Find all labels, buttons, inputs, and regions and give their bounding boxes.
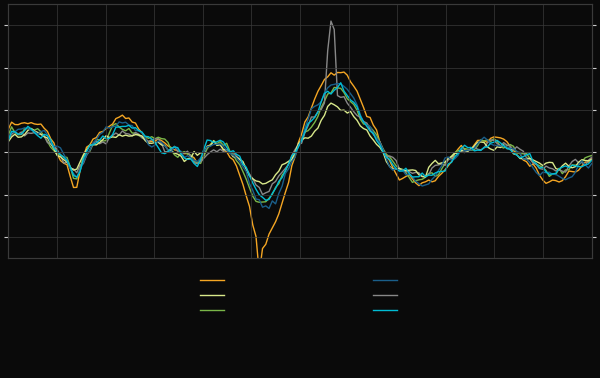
Vietnam: [125, 123, 133, 128]
Indonésie: [256, 271, 263, 276]
Singapour: [259, 182, 266, 186]
Philippines: [328, 19, 335, 23]
Singapour: [125, 134, 133, 138]
Line: Malaysia: Malaysia: [8, 87, 592, 202]
Vietnam: [529, 159, 536, 164]
Philippines: [529, 161, 536, 165]
Line: Singapour: Singapour: [8, 103, 592, 184]
Vietnam: [575, 164, 582, 169]
Line: Thaïlande: Thaïlande: [8, 84, 592, 208]
Line: Philippines: Philippines: [8, 21, 592, 195]
Malaysia: [226, 149, 233, 153]
Indonésie: [575, 168, 582, 172]
Malaysia: [14, 133, 22, 137]
Philippines: [14, 132, 22, 136]
Vietnam: [5, 138, 12, 143]
Malaysia: [256, 200, 263, 204]
Philippines: [226, 151, 233, 155]
Thaïlande: [334, 81, 341, 86]
Thaïlande: [125, 123, 133, 127]
Indonésie: [226, 155, 233, 160]
Indonésie: [73, 185, 80, 190]
Singapour: [73, 167, 80, 171]
Philippines: [588, 155, 595, 160]
Vietnam: [588, 158, 595, 163]
Philippines: [125, 132, 133, 136]
Indonésie: [5, 127, 12, 132]
Indonésie: [14, 122, 22, 127]
Malaysia: [5, 133, 12, 137]
Malaysia: [529, 160, 536, 165]
Thaïlande: [529, 166, 536, 170]
Philippines: [5, 137, 12, 141]
Malaysia: [588, 153, 595, 158]
Philippines: [575, 161, 582, 165]
Malaysia: [575, 163, 582, 167]
Indonésie: [340, 70, 347, 74]
Singapour: [575, 160, 582, 164]
Thaïlande: [588, 161, 595, 166]
Singapour: [588, 157, 595, 162]
Thaïlande: [575, 162, 582, 167]
Singapour: [529, 158, 536, 162]
Philippines: [259, 192, 266, 197]
Malaysia: [73, 177, 80, 181]
Thaïlande: [73, 175, 80, 180]
Thaïlande: [14, 127, 22, 132]
Malaysia: [331, 85, 338, 90]
Singapour: [5, 139, 12, 144]
Indonésie: [125, 116, 133, 120]
Vietnam: [226, 150, 233, 154]
Malaysia: [125, 126, 133, 131]
Thaïlande: [226, 151, 233, 155]
Vietnam: [337, 81, 344, 85]
Singapour: [328, 101, 335, 105]
Vietnam: [73, 175, 80, 180]
Line: Vietnam: Vietnam: [8, 83, 592, 200]
Singapour: [226, 150, 233, 154]
Singapour: [14, 135, 22, 139]
Vietnam: [14, 132, 22, 136]
Indonésie: [529, 162, 536, 166]
Vietnam: [262, 198, 269, 203]
Legend: , , , , , : , , , , ,: [200, 276, 400, 315]
Thaïlande: [265, 206, 272, 211]
Philippines: [73, 170, 80, 175]
Indonésie: [588, 156, 595, 161]
Line: Indonésie: Indonésie: [8, 72, 592, 273]
Thaïlande: [5, 137, 12, 141]
